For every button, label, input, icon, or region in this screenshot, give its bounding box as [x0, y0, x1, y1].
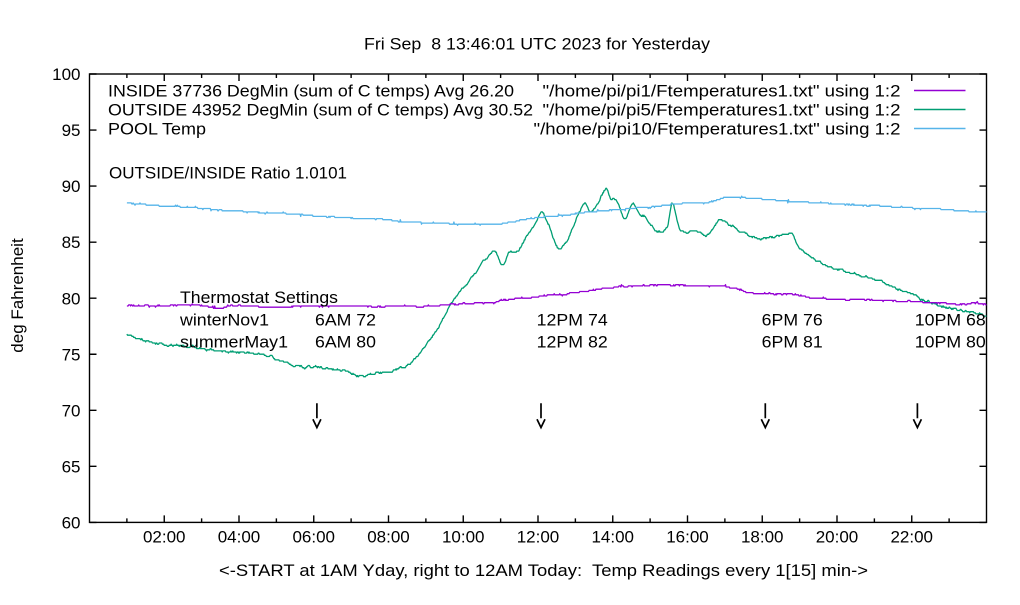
svg-text:OUTSIDE 43952 DegMin (sum of C: OUTSIDE 43952 DegMin (sum of C temps) Av… — [108, 101, 533, 120]
svg-text:22:00: 22:00 — [890, 528, 933, 547]
svg-text:12PM 74: 12PM 74 — [537, 311, 608, 330]
svg-text:90: 90 — [62, 177, 81, 196]
svg-text:08:00: 08:00 — [367, 528, 410, 547]
svg-text:75: 75 — [62, 345, 81, 364]
svg-text:04:00: 04:00 — [218, 528, 261, 547]
svg-text:"/home/pi/pi10/Ftemperatures1.: "/home/pi/pi10/Ftemperatures1.txt" using… — [534, 120, 901, 139]
svg-text:10PM 68: 10PM 68 — [915, 311, 986, 330]
svg-text:60: 60 — [62, 514, 81, 533]
svg-text:14:00: 14:00 — [591, 528, 634, 547]
svg-text:70: 70 — [62, 401, 81, 420]
svg-text:summerMay1: summerMay1 — [180, 333, 288, 352]
svg-text:6PM 81: 6PM 81 — [762, 333, 823, 352]
svg-text:Thermostat Settings: Thermostat Settings — [180, 288, 338, 307]
svg-text:"/home/pi/pi1/Ftemperatures1.t: "/home/pi/pi1/Ftemperatures1.txt" using … — [543, 82, 901, 101]
svg-text:10:00: 10:00 — [442, 528, 485, 547]
svg-text:12:00: 12:00 — [517, 528, 560, 547]
svg-text:winterNov1: winterNov1 — [179, 311, 269, 330]
svg-text:deg Fahrenheit: deg Fahrenheit — [8, 238, 27, 353]
svg-text:INSIDE 37736 DegMin (sum of C: INSIDE 37736 DegMin (sum of C temps) Avg… — [108, 82, 514, 101]
svg-text:80: 80 — [62, 289, 81, 308]
svg-text:18:00: 18:00 — [741, 528, 784, 547]
svg-text:6AM 72: 6AM 72 — [315, 311, 376, 330]
svg-text:85: 85 — [62, 233, 81, 252]
svg-text:95: 95 — [62, 121, 81, 140]
svg-text:6PM 76: 6PM 76 — [762, 311, 823, 330]
svg-text:16:00: 16:00 — [666, 528, 709, 547]
svg-text:100: 100 — [52, 65, 80, 84]
svg-text:02:00: 02:00 — [143, 528, 186, 547]
svg-text:Fri Sep 8 13:46:01 UTC 2023 f: Fri Sep 8 13:46:01 UTC 2023 for Yesterda… — [364, 35, 711, 54]
svg-text:65: 65 — [62, 457, 81, 476]
svg-text:OUTSIDE/INSIDE Ratio 1.0101: OUTSIDE/INSIDE Ratio 1.0101 — [109, 163, 347, 182]
svg-text:<-START at 1AM Yday, right to: <-START at 1AM Yday, right to 12AM Today… — [219, 561, 868, 580]
svg-text:06:00: 06:00 — [292, 528, 335, 547]
svg-text:"/home/pi/pi5/Ftemperatures1.t: "/home/pi/pi5/Ftemperatures1.txt" using … — [543, 101, 901, 120]
svg-text:6AM 80: 6AM 80 — [315, 333, 376, 352]
svg-text:20:00: 20:00 — [816, 528, 859, 547]
svg-text:12PM 82: 12PM 82 — [537, 333, 608, 352]
svg-text:10PM 80: 10PM 80 — [915, 333, 986, 352]
svg-text:POOL Temp: POOL Temp — [108, 120, 206, 139]
